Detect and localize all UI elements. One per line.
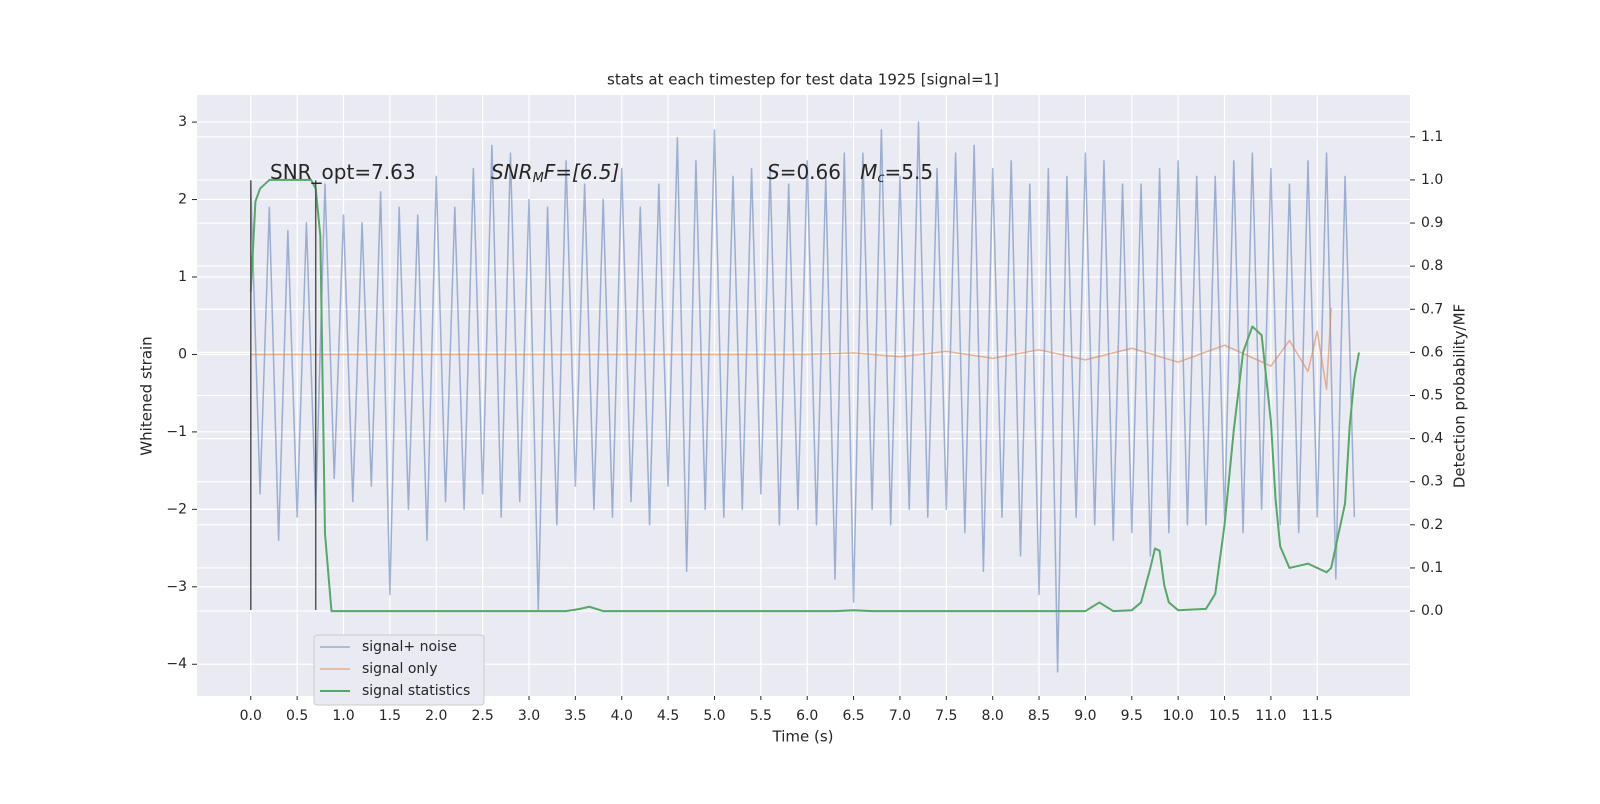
annotation-part: SNR bbox=[491, 160, 533, 184]
y2-tick-label: 0.6 bbox=[1421, 344, 1443, 360]
y2-tick-label: 0.0 bbox=[1421, 603, 1443, 619]
y2-tick-label: 0.9 bbox=[1421, 215, 1443, 231]
x-tick-label: 3.0 bbox=[518, 708, 540, 724]
x-tick-label: 9.5 bbox=[1121, 708, 1143, 724]
annotation: S=0.66 Mc=5.5 bbox=[767, 160, 933, 186]
series-line bbox=[250, 121, 1356, 673]
annotation-part: c bbox=[877, 171, 884, 186]
x-tick-label: 5.0 bbox=[703, 708, 725, 724]
x-axis-label: Time (s) bbox=[772, 728, 834, 746]
y-tick-label: 1 bbox=[178, 269, 187, 285]
x-tick-label: 11.5 bbox=[1302, 708, 1333, 724]
chart-title: stats at each timestep for test data 192… bbox=[607, 71, 999, 89]
annotation-part: S bbox=[767, 160, 780, 184]
x-tick-label: 8.0 bbox=[982, 708, 1004, 724]
legend-label: signal statistics bbox=[362, 683, 470, 699]
y-tick-label: −2 bbox=[166, 501, 187, 517]
y2-tick-label: 0.4 bbox=[1421, 431, 1443, 447]
y-tick-label: −1 bbox=[166, 424, 187, 440]
y2-tick-label: 0.5 bbox=[1421, 388, 1443, 404]
x-tick-label: 9.0 bbox=[1074, 708, 1096, 724]
x-tick-label: 0.0 bbox=[240, 708, 262, 724]
legend-label: signal+ noise bbox=[362, 639, 457, 655]
y-tick-label: 3 bbox=[178, 114, 187, 130]
x-tick-label: 2.0 bbox=[425, 708, 447, 724]
y-tick-label: −3 bbox=[166, 579, 187, 595]
legend-label: signal only bbox=[362, 661, 437, 677]
x-tick-label: 10.5 bbox=[1209, 708, 1240, 724]
series-line bbox=[249, 178, 1360, 613]
x-tick-label: 4.0 bbox=[611, 708, 633, 724]
annotation-part: M bbox=[860, 160, 877, 184]
x-tick-label: 6.0 bbox=[796, 708, 818, 724]
x-tick-label: 4.5 bbox=[657, 708, 679, 724]
annotation: SNR_opt=7.63 bbox=[270, 160, 416, 184]
x-tick-label: 7.0 bbox=[889, 708, 911, 724]
x-tick-label: 1.0 bbox=[332, 708, 354, 724]
x-tick-label: 8.5 bbox=[1028, 708, 1050, 724]
x-tick-label: 2.5 bbox=[471, 708, 493, 724]
series-line bbox=[250, 307, 1332, 391]
y-tick-label: 0 bbox=[178, 346, 187, 362]
legend-box bbox=[313, 634, 485, 706]
y2-tick-label: 1.0 bbox=[1421, 172, 1443, 188]
y2-tick-label: 1.1 bbox=[1421, 129, 1443, 145]
x-tick-label: 3.5 bbox=[564, 708, 586, 724]
x-tick-label: 1.5 bbox=[379, 708, 401, 724]
y-tick-label: −4 bbox=[166, 656, 187, 672]
x-tick-label: 0.5 bbox=[286, 708, 308, 724]
y2-tick-label: 0.8 bbox=[1421, 258, 1443, 274]
annotation: SNRMF=[6.5] bbox=[491, 160, 619, 186]
x-tick-label: 6.5 bbox=[842, 708, 864, 724]
annotation-part: M bbox=[533, 171, 544, 186]
y2-tick-label: 0.7 bbox=[1421, 301, 1443, 317]
y2-tick-label: 0.3 bbox=[1421, 474, 1443, 490]
x-tick-label: 7.5 bbox=[935, 708, 957, 724]
annotation-part: SNR_opt=7.63 bbox=[270, 160, 416, 184]
legend: signal+ noise signal only signal statistic… bbox=[313, 634, 485, 706]
y2-tick-label: 0.1 bbox=[1421, 560, 1443, 576]
annotation-part: =0.66 bbox=[780, 160, 860, 184]
y2-axis-label: Detection probability/MF bbox=[1451, 304, 1469, 488]
y2-tick-label: 0.2 bbox=[1421, 517, 1443, 533]
y-tick-label: 2 bbox=[178, 192, 187, 208]
x-tick-label: 11.0 bbox=[1255, 708, 1286, 724]
annotation-part: F=[6.5] bbox=[544, 160, 620, 184]
annotation-part: =5.5 bbox=[885, 160, 934, 184]
x-tick-label: 5.5 bbox=[750, 708, 772, 724]
x-tick-label: 10.0 bbox=[1163, 708, 1194, 724]
y-axis-label: Whitened strain bbox=[138, 336, 156, 455]
